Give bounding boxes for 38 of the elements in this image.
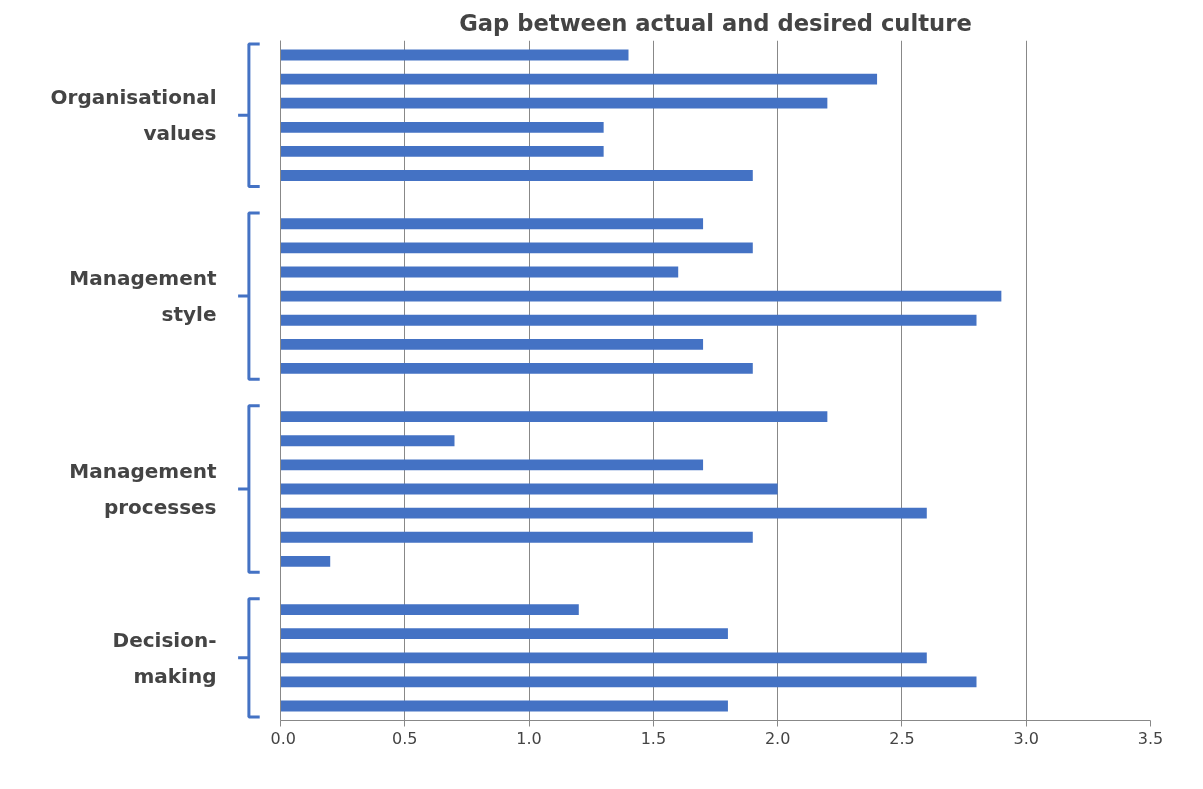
bar bbox=[280, 435, 455, 447]
text: Management style bbox=[69, 266, 217, 327]
bar bbox=[280, 266, 679, 278]
bar bbox=[280, 242, 753, 254]
text: Management processes bbox=[69, 458, 217, 520]
bar bbox=[280, 411, 828, 423]
bar bbox=[280, 121, 604, 133]
bar bbox=[280, 290, 1002, 302]
x-tick-label: 2.0 bbox=[764, 728, 791, 748]
bar bbox=[280, 170, 753, 181]
bar bbox=[280, 676, 977, 688]
bar bbox=[280, 507, 927, 519]
bar bbox=[280, 604, 579, 615]
bar bbox=[280, 73, 878, 85]
x-tick-label: 1.0 bbox=[516, 728, 542, 748]
bar bbox=[280, 338, 704, 350]
x-tick-label: 0.0 bbox=[270, 728, 296, 748]
x-tick-label: 0.5 bbox=[392, 728, 418, 748]
bar bbox=[280, 531, 753, 543]
bar bbox=[280, 146, 604, 157]
x-tick-label: 2.5 bbox=[889, 728, 915, 748]
bar bbox=[280, 459, 704, 471]
bar bbox=[280, 628, 728, 640]
bar bbox=[280, 49, 629, 61]
text: Decision-making bbox=[112, 627, 217, 688]
bar bbox=[280, 700, 728, 712]
x-tick-label: 3.0 bbox=[1013, 728, 1039, 748]
x-tick-label: 1.5 bbox=[640, 728, 667, 748]
chart-title: Gap between actual and desired culture bbox=[459, 9, 972, 36]
bar bbox=[280, 652, 927, 664]
bar bbox=[280, 218, 704, 230]
bar bbox=[280, 555, 331, 567]
text: Organisational values bbox=[50, 85, 217, 146]
x-tick-label: 3.5 bbox=[1137, 728, 1164, 748]
bar bbox=[280, 97, 828, 109]
bar bbox=[280, 363, 753, 374]
bar bbox=[280, 483, 778, 495]
bar bbox=[280, 314, 977, 326]
